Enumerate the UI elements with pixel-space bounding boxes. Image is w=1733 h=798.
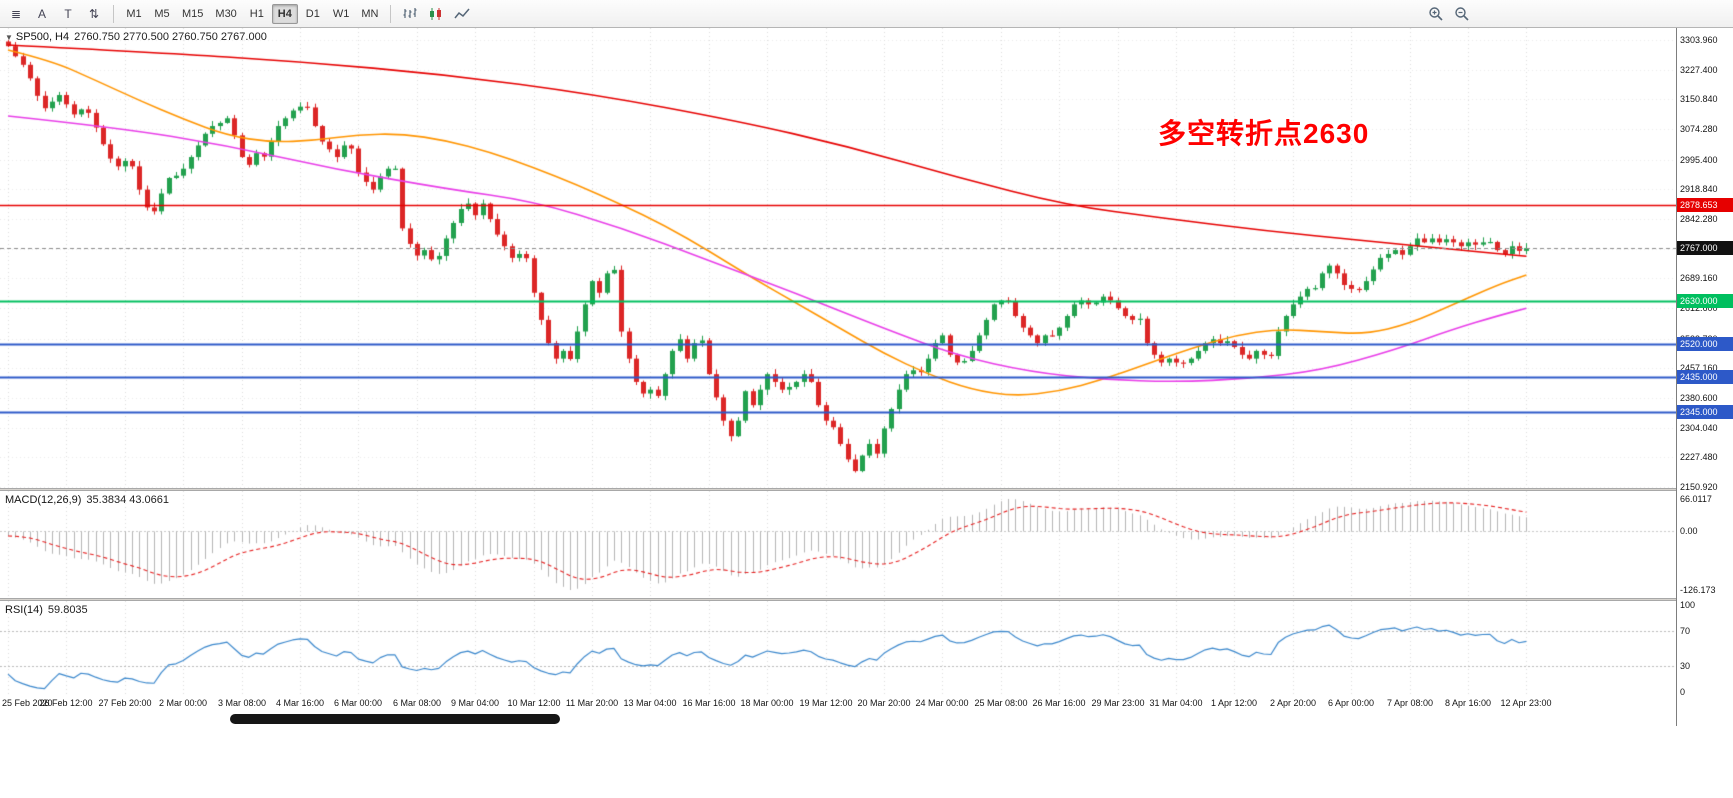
x-axis-label: 1 Apr 12:00 — [1210, 698, 1258, 708]
price-tag: 2520.000 — [1677, 337, 1733, 351]
x-axis-label: 8 Apr 16:00 — [1444, 698, 1492, 708]
axis-label: 2304.040 — [1680, 423, 1718, 433]
x-axis-label: 2 Mar 00:00 — [158, 698, 208, 708]
timeframe-d1-button[interactable]: D1 — [300, 4, 326, 24]
axis-label: 2150.920 — [1680, 482, 1718, 492]
x-axis-label: 2 Apr 20:00 — [1269, 698, 1317, 708]
chart-region: ▼ SP500, H4 2760.750 2770.500 2760.750 276… — [0, 28, 1733, 726]
x-axis-label: 7 Apr 08:00 — [1386, 698, 1434, 708]
rsi-canvas[interactable] — [0, 601, 1676, 696]
axis-label: 2689.160 — [1680, 273, 1718, 283]
x-axis-label: 6 Mar 00:00 — [333, 698, 383, 708]
price-tag: 2630.000 — [1677, 294, 1733, 308]
x-axis-label: 6 Apr 00:00 — [1327, 698, 1375, 708]
macd-title: MACD(12,26,9) 35.3834 43.0661 — [5, 494, 169, 506]
x-axis-label: 16 Mar 16:00 — [682, 698, 736, 708]
chart-symbol-title: SP500, H4 — [15, 31, 70, 43]
price-tag: 2435.000 — [1677, 370, 1733, 384]
timeframe-m1-button[interactable]: M1 — [121, 4, 147, 24]
axis-label: 0.00 — [1680, 526, 1698, 536]
x-axis-label: 26 Feb 12:00 — [39, 698, 93, 708]
price-tag: 2345.000 — [1677, 405, 1733, 419]
x-axis-label: 13 Mar 04:00 — [623, 698, 677, 708]
toolbar-separator — [113, 4, 114, 23]
axis-label: 2612.600 — [1680, 303, 1718, 313]
line-chart-icon[interactable] — [450, 3, 474, 25]
x-axis-label: 19 Mar 12:00 — [799, 698, 853, 708]
axis-label: 0 — [1680, 687, 1686, 697]
axis-label: 3150.840 — [1680, 94, 1718, 104]
letter-t-button[interactable]: T — [56, 3, 80, 25]
letter-a-button[interactable]: A — [30, 3, 54, 25]
x-axis-label: 27 Feb 20:00 — [98, 698, 152, 708]
axis-label: 2918.840 — [1680, 184, 1718, 194]
axis-label: 3227.400 — [1680, 65, 1718, 75]
chart-list-icon[interactable]: ≣ — [4, 3, 28, 25]
x-axis-label: 12 Apr 23:00 — [1500, 698, 1552, 708]
axis-label: 2842.280 — [1680, 214, 1718, 224]
axis-label: 2995.400 — [1680, 155, 1718, 165]
x-axis-label: 3 Mar 08:00 — [217, 698, 267, 708]
rsi-label: RSI(14) — [5, 604, 43, 616]
panel-splitter[interactable] — [0, 488, 1733, 491]
x-axis-label: 10 Mar 12:00 — [507, 698, 561, 708]
timeframe-h4-button[interactable]: H4 — [271, 3, 298, 24]
axis-label: 3074.280 — [1680, 124, 1718, 134]
axis-label: -126.173 — [1680, 585, 1716, 595]
x-axis-label: 26 Mar 16:00 — [1032, 698, 1086, 708]
axis-label: 2227.480 — [1680, 452, 1718, 462]
bar-chart-icon[interactable] — [398, 3, 422, 25]
main-chart-canvas[interactable] — [0, 28, 1676, 488]
price-tag: 2878.653 — [1677, 198, 1733, 212]
x-axis-label: 31 Mar 04:00 — [1149, 698, 1203, 708]
macd-label: MACD(12,26,9) — [5, 494, 82, 506]
timeframe-h1-button[interactable]: H1 — [244, 4, 270, 24]
x-axis-label: 6 Mar 08:00 — [392, 698, 442, 708]
timeframe-m15-button[interactable]: M15 — [177, 4, 208, 24]
x-axis-label: 9 Mar 04:00 — [450, 698, 500, 708]
macd-canvas[interactable] — [0, 491, 1676, 598]
horizontal-scrollbar — [0, 712, 1733, 726]
price-tag: 2767.000 — [1677, 241, 1733, 255]
timeframe-mn-button[interactable]: MN — [356, 4, 383, 24]
x-axis-label: 24 Mar 00:00 — [915, 698, 969, 708]
timeframe-w1-button[interactable]: W1 — [328, 4, 355, 24]
axis-label: 2457.160 — [1680, 363, 1718, 373]
chart-ohlc-values: 2760.750 2770.500 2760.750 2767.000 — [74, 31, 267, 43]
axis-label: 30 — [1680, 661, 1691, 671]
zoom-in-icon[interactable] — [1424, 3, 1448, 25]
x-axis-label: 29 Mar 23:00 — [1091, 698, 1145, 708]
axis-label: 100 — [1680, 600, 1696, 610]
panel-splitter[interactable] — [0, 598, 1733, 601]
zoom-out-icon[interactable] — [1450, 3, 1474, 25]
x-axis-label: 20 Mar 20:00 — [857, 698, 911, 708]
price-axis: 3303.960 3227.400 3150.840 3074.280 2995.400… — [1676, 28, 1733, 726]
updown-arrows-icon[interactable]: ⇅ — [82, 3, 106, 25]
scrollbar-thumb[interactable] — [230, 714, 560, 724]
x-axis-label: 4 Mar 16:00 — [275, 698, 325, 708]
rsi-value: 59.8035 — [47, 604, 88, 616]
axis-label: 2380.600 — [1680, 393, 1718, 403]
x-axis-label: 11 Mar 20:00 — [565, 698, 619, 708]
axis-label: 3303.960 — [1680, 35, 1718, 45]
chart-annotation: 多空转折点2630 — [1158, 118, 1370, 149]
chart-title: ▼ SP500, H4 2760.750 2770.500 2760.750 276… — [5, 31, 267, 43]
axis-label: 66.0117 — [1680, 494, 1712, 504]
symbol-dropdown-icon[interactable]: ▼ — [5, 33, 13, 42]
x-axis-label: 25 Feb 2020 — [2, 698, 53, 708]
x-axis-label: 25 Mar 08:00 — [974, 698, 1028, 708]
timeframe-m30-button[interactable]: M30 — [210, 4, 241, 24]
macd-values: 35.3834 43.0661 — [86, 494, 170, 506]
time-axis: 25 Feb 2020 26 Feb 12:00 27 Feb 20:00 2 Mar… — [0, 696, 1676, 712]
x-axis-label: 18 Mar 00:00 — [740, 698, 794, 708]
candlestick-chart-icon[interactable] — [424, 3, 448, 25]
timeframe-m5-button[interactable]: M5 — [149, 4, 175, 24]
rsi-title: RSI(14) 59.8035 — [5, 604, 88, 616]
toolbar-separator — [390, 4, 392, 23]
toolbar: ≣ A T ⇅ M1 M5 M15 M30 H1 H4 D1 W1 MN — [0, 0, 1733, 28]
axis-label: 70 — [1680, 626, 1691, 636]
toolbar-right-group — [1424, 3, 1474, 25]
